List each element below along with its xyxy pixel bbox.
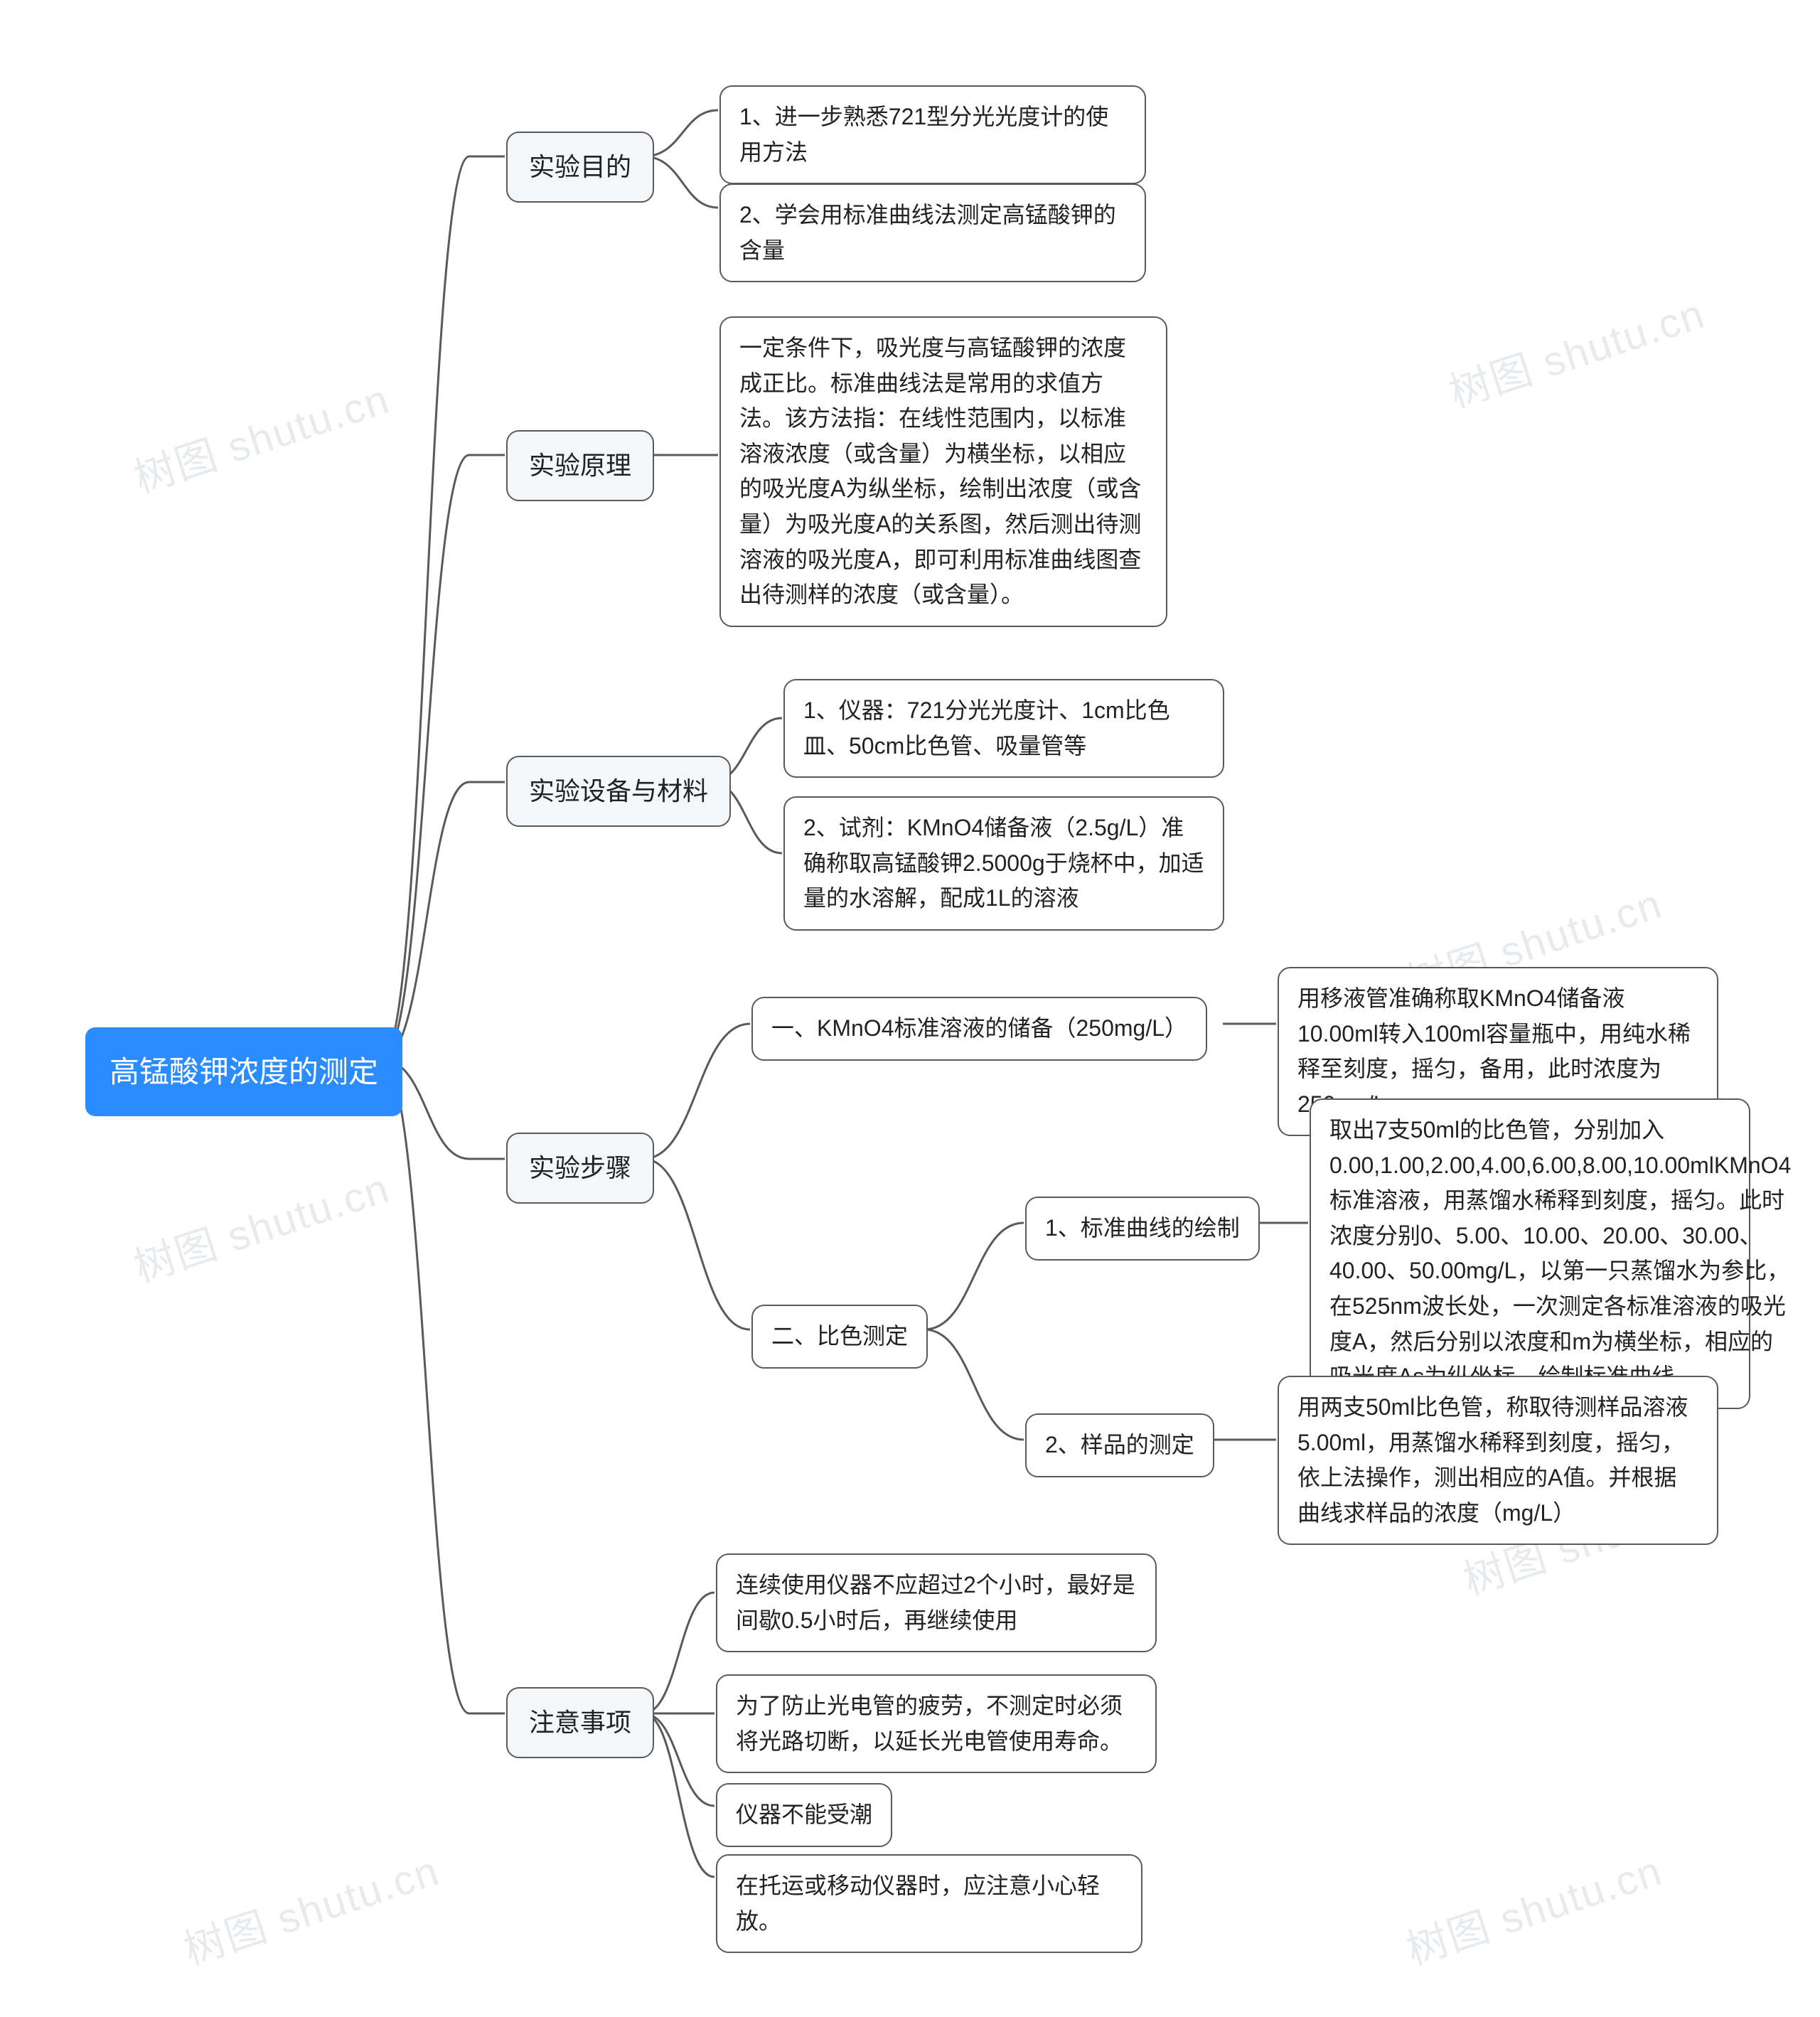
node-text: 2、试剂：KMnO4储备液（2.5g/L）准确称取高锰酸钾2.5000g于烧杯中… xyxy=(803,810,1204,916)
notes-item-2[interactable]: 为了防止光电管的疲劳，不测定时必须将光路切断，以延长光电管使用寿命。 xyxy=(716,1674,1157,1773)
section-steps[interactable]: 实验步骤 xyxy=(506,1133,654,1204)
section-purpose[interactable]: 实验目的 xyxy=(506,132,654,203)
node-text: 一定条件下，吸光度与高锰酸钾的浓度成正比。标准曲线法是常用的求值方法。该方法指：… xyxy=(739,331,1147,613)
root-label: 高锰酸钾浓度的测定 xyxy=(109,1049,378,1095)
node-text: 一、KMnO4标准溶液的储备（250mg/L） xyxy=(771,1011,1187,1047)
notes-item-3[interactable]: 仪器不能受潮 xyxy=(716,1783,892,1847)
node-text: 1、仪器：721分光光度计、1cm比色皿、50cm比色管、吸量管等 xyxy=(803,693,1204,764)
steps-sample[interactable]: 2、样品的测定 xyxy=(1025,1413,1214,1477)
node-text: 取出7支50ml的比色管，分别加入0.00,1.00,2.00,4.00,6.0… xyxy=(1329,1113,1791,1395)
purpose-item-1[interactable]: 1、进一步熟悉721型分光光度计的使用方法 xyxy=(719,85,1146,184)
section-equipment[interactable]: 实验设备与材料 xyxy=(506,756,731,827)
node-text: 为了防止光电管的疲劳，不测定时必须将光路切断，以延长光电管使用寿命。 xyxy=(736,1689,1137,1759)
watermark: 树图 shutu.cn xyxy=(175,1837,446,1976)
steps-sub1[interactable]: 一、KMnO4标准溶液的储备（250mg/L） xyxy=(751,997,1207,1061)
node-text: 用两支50ml比色管，称取待测样品溶液5.00ml，用蒸馏水稀释到刻度，摇匀，依… xyxy=(1297,1390,1698,1531)
equipment-item-2[interactable]: 2、试剂：KMnO4储备液（2.5g/L）准确称取高锰酸钾2.5000g于烧杯中… xyxy=(783,796,1224,931)
notes-item-1[interactable]: 连续使用仪器不应超过2个小时，最好是间歇0.5小时后，再继续使用 xyxy=(716,1553,1157,1652)
watermark: 树图 shutu.cn xyxy=(125,1155,396,1293)
section-label: 实验设备与材料 xyxy=(529,771,708,811)
node-text: 2、学会用标准曲线法测定高锰酸钾的含量 xyxy=(739,198,1126,268)
section-label: 实验步骤 xyxy=(529,1148,631,1188)
section-label: 实验原理 xyxy=(529,446,631,486)
node-text: 连续使用仪器不应超过2个小时，最好是间歇0.5小时后，再继续使用 xyxy=(736,1568,1137,1638)
equipment-item-1[interactable]: 1、仪器：721分光光度计、1cm比色皿、50cm比色管、吸量管等 xyxy=(783,679,1224,778)
section-label: 实验目的 xyxy=(529,147,631,187)
node-text: 1、标准曲线的绘制 xyxy=(1045,1211,1240,1246)
mindmap-canvas: 树图 shutu.cn 树图 shutu.cn 树图 shutu.cn 树图 s… xyxy=(0,0,1820,2017)
node-text: 在托运或移动仪器时，应注意小心轻放。 xyxy=(736,1868,1123,1939)
node-text: 二、比色测定 xyxy=(771,1319,908,1354)
steps-curve-text[interactable]: 取出7支50ml的比色管，分别加入0.00,1.00,2.00,4.00,6.0… xyxy=(1310,1098,1750,1409)
node-text: 仪器不能受潮 xyxy=(736,1797,872,1833)
watermark: 树图 shutu.cn xyxy=(1398,1837,1669,1976)
node-text: 2、样品的测定 xyxy=(1045,1428,1194,1463)
section-label: 注意事项 xyxy=(529,1703,631,1743)
purpose-item-2[interactable]: 2、学会用标准曲线法测定高锰酸钾的含量 xyxy=(719,183,1146,282)
steps-curve[interactable]: 1、标准曲线的绘制 xyxy=(1025,1197,1260,1261)
section-principle[interactable]: 实验原理 xyxy=(506,430,654,501)
principle-text[interactable]: 一定条件下，吸光度与高锰酸钾的浓度成正比。标准曲线法是常用的求值方法。该方法指：… xyxy=(719,316,1167,627)
steps-sub2[interactable]: 二、比色测定 xyxy=(751,1305,928,1369)
steps-sample-text[interactable]: 用两支50ml比色管，称取待测样品溶液5.00ml，用蒸馏水稀释到刻度，摇匀，依… xyxy=(1278,1376,1718,1545)
notes-item-4[interactable]: 在托运或移动仪器时，应注意小心轻放。 xyxy=(716,1854,1142,1953)
section-notes[interactable]: 注意事项 xyxy=(506,1687,654,1758)
watermark: 树图 shutu.cn xyxy=(1440,280,1711,419)
node-text: 1、进一步熟悉721型分光光度计的使用方法 xyxy=(739,100,1126,170)
root-node[interactable]: 高锰酸钾浓度的测定 xyxy=(85,1027,402,1116)
watermark: 树图 shutu.cn xyxy=(125,365,396,504)
